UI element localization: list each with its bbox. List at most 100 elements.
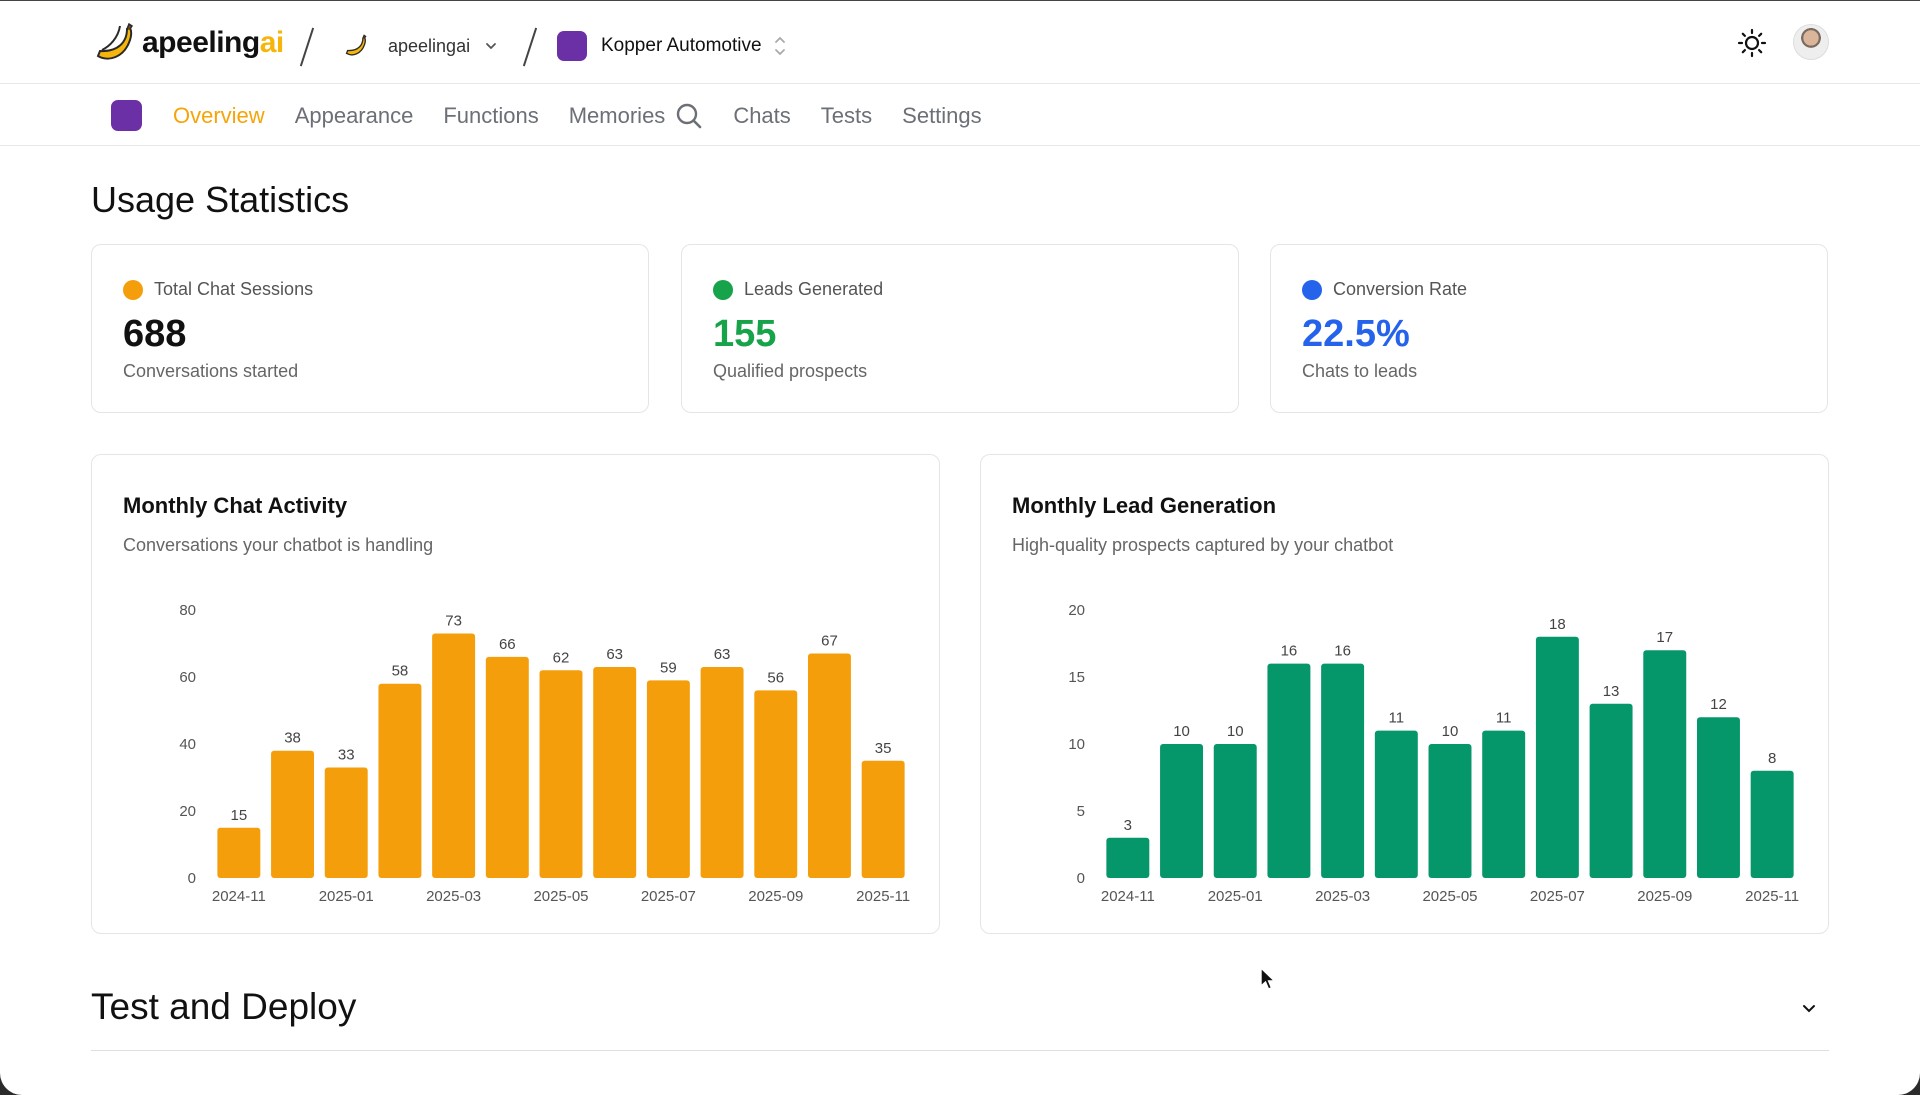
brand-logo[interactable]: apeelingai (90, 20, 284, 66)
tab-memories[interactable]: Memories (569, 102, 704, 130)
bar-value-label: 10 (1442, 723, 1459, 740)
tab-tests[interactable]: Tests (820, 102, 873, 128)
stat-dot (1302, 279, 1322, 300)
stat-value: 155 (713, 313, 777, 355)
tab-chats[interactable]: Chats (733, 102, 791, 128)
chart-bar (1428, 744, 1472, 878)
bar-value-label: 16 (1281, 643, 1298, 660)
chart-bar (646, 680, 690, 878)
brand-name: apeelingai (142, 26, 284, 59)
y-tick-label: 0 (1077, 870, 1085, 887)
chart-bar (271, 750, 315, 878)
y-tick-label: 5 (1077, 803, 1085, 820)
bar-value-label: 66 (499, 636, 516, 653)
org-switcher[interactable]: apeelingai (342, 29, 498, 63)
bar-value-label: 73 (445, 612, 462, 629)
x-tick-label: 2025-03 (426, 888, 481, 905)
bar-value-label: 18 (1549, 616, 1566, 633)
x-tick-label: 2025-05 (533, 888, 588, 905)
user-avatar[interactable] (1793, 24, 1829, 60)
chart-card-chat-activity: Monthly Chat Activity Conversations your… (91, 454, 940, 934)
chart-bar (1160, 744, 1204, 878)
test-deploy-heading: Test and Deploy (91, 986, 357, 1027)
bar-value-label: 33 (338, 746, 355, 763)
chart-bar (700, 666, 744, 878)
bar-value-label: 15 (231, 807, 248, 824)
chevron-updown-icon (774, 36, 785, 56)
chart-title: Monthly Lead Generation (1012, 493, 1277, 518)
y-tick-label: 15 (1068, 669, 1085, 686)
chart-bar (754, 690, 798, 878)
chart-bar (1321, 663, 1365, 878)
x-tick-label: 2025-11 (856, 888, 910, 905)
bar-value-label: 56 (767, 669, 784, 686)
project-nav: Overview Appearance Functions Memories C… (0, 85, 1920, 146)
bar-value-label: 38 (284, 730, 301, 747)
chart-bar (217, 827, 261, 878)
bar-value-label: 62 (553, 649, 570, 666)
chart-bar (1213, 744, 1257, 878)
y-tick-label: 0 (188, 870, 196, 887)
bar-value-label: 3 (1124, 817, 1132, 834)
x-tick-label: 2025-11 (1745, 888, 1799, 905)
project-name: Kopper Automotive (601, 35, 762, 56)
bar-value-label: 10 (1227, 723, 1244, 740)
x-tick-label: 2024-11 (212, 888, 266, 905)
stat-dot (713, 279, 733, 300)
x-tick-label: 2025-07 (641, 888, 696, 905)
bar-value-label: 35 (875, 740, 892, 757)
chart-bar (1482, 730, 1526, 878)
chart-bar (861, 760, 905, 878)
banana-icon (345, 34, 367, 56)
chart-bar (1535, 636, 1579, 878)
bar-value-label: 11 (1496, 710, 1512, 727)
bar-value-label: 13 (1603, 683, 1620, 700)
chart-bar (1374, 730, 1418, 878)
x-tick-label: 2025-07 (1530, 888, 1585, 905)
y-tick-label: 20 (1068, 602, 1085, 619)
x-tick-label: 2024-11 (1101, 888, 1155, 905)
y-tick-label: 10 (1068, 736, 1085, 753)
tab-list: Overview Appearance Functions Memories C… (173, 85, 1012, 146)
stat-card-conversion-rate: Conversion Rate 22.5% Chats to leads (1270, 244, 1828, 413)
sun-icon (1737, 28, 1767, 58)
breadcrumb-separator (299, 27, 315, 67)
breadcrumb-separator (522, 27, 538, 67)
bar-value-label: 58 (392, 663, 409, 680)
tab-overview[interactable]: Overview (173, 102, 265, 128)
y-tick-label: 60 (179, 669, 196, 686)
tab-settings[interactable]: Settings (902, 102, 982, 128)
bar-value-label: 17 (1656, 629, 1673, 646)
theme-toggle-button[interactable] (1736, 27, 1768, 59)
chevron-down-icon[interactable] (1799, 999, 1819, 1019)
chart-bar (807, 653, 851, 878)
chat-activity-bar-chart: 0 20 40 60 80 15 2024-11 38 33 2025-01 58 73 2025-03… (179, 602, 910, 905)
bar-value-label: 67 (821, 633, 838, 650)
project-switcher[interactable]: Kopper Automotive (557, 27, 788, 65)
x-tick-label: 2025-05 (1422, 888, 1477, 905)
top-header: apeelingai apeelingai Kopper Automotive (0, 1, 1920, 84)
chart-bar (485, 656, 529, 878)
x-tick-label: 2025-01 (319, 888, 374, 905)
bar-value-label: 63 (606, 646, 623, 663)
tab-functions[interactable]: Functions (443, 102, 539, 128)
lead-generation-bar-chart: 0 5 10 15 20 3 2024-11 10 10 2025-01 16 16 2025-03 11… (1068, 602, 1799, 905)
x-tick-label: 2025-09 (1637, 888, 1692, 905)
bar-value-label: 12 (1710, 696, 1727, 713)
y-tick-label: 80 (179, 602, 196, 619)
chart-card-lead-generation: Monthly Lead Generation High-quality pro… (980, 454, 1829, 934)
test-deploy-section[interactable]: Test and Deploy (91, 981, 1829, 1051)
x-tick-label: 2025-09 (748, 888, 803, 905)
stat-label: Leads Generated (744, 279, 884, 299)
chart-bar (1267, 663, 1311, 878)
tab-appearance[interactable]: Appearance (294, 102, 414, 128)
bar-value-label: 11 (1389, 710, 1405, 727)
bar-value-label: 59 (660, 659, 677, 676)
search-icon[interactable] (675, 102, 703, 130)
stat-card-leads-generated: Leads Generated 155 Qualified prospects (681, 244, 1239, 413)
chart-bar (432, 633, 476, 878)
cursor-icon (1260, 966, 1277, 990)
banana-icon (96, 22, 134, 60)
stat-description: Chats to leads (1302, 361, 1418, 381)
